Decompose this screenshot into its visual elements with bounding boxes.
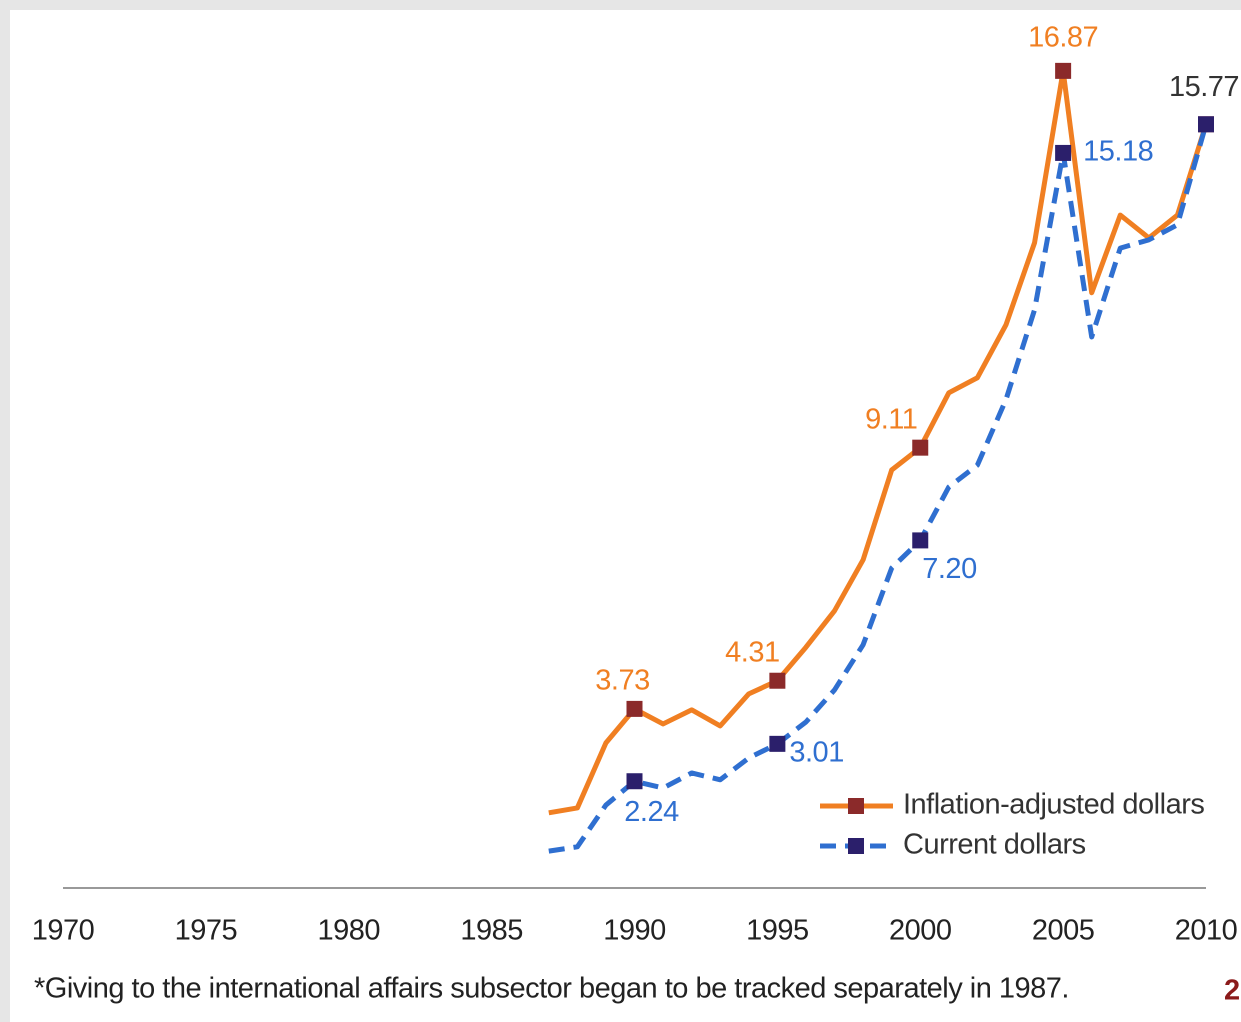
point-marker — [769, 735, 786, 752]
legend-label: Current dollars — [903, 829, 1086, 861]
x-tick-label: 1980 — [317, 915, 380, 947]
point-marker — [626, 700, 643, 717]
page-number: 2 — [1224, 975, 1240, 1007]
value-label: 15.77 — [1169, 71, 1239, 103]
value-label: 4.31 — [725, 636, 779, 668]
x-tick-label: 1970 — [32, 915, 95, 947]
point-marker — [1055, 62, 1072, 79]
point-marker — [912, 439, 929, 456]
footnote: *Giving to the international affairs sub… — [34, 973, 1069, 1005]
x-tick-label: 2000 — [889, 915, 952, 947]
point-marker — [1055, 144, 1072, 161]
legend-marker — [848, 798, 864, 814]
x-tick-label: 1995 — [746, 915, 809, 947]
point-marker — [912, 532, 929, 549]
value-label: 16.87 — [1028, 22, 1098, 54]
legend-label: Inflation-adjusted dollars — [903, 789, 1204, 821]
series-line — [548, 68, 1209, 816]
series-line — [548, 123, 1209, 854]
panel — [10, 10, 1241, 1022]
value-label: 7.20 — [922, 553, 976, 585]
point-marker — [626, 773, 643, 790]
value-label: 9.11 — [865, 403, 917, 435]
point-marker — [769, 672, 786, 689]
x-tick-label: 1990 — [603, 915, 666, 947]
value-label: 15.18 — [1083, 136, 1153, 168]
legend-marker — [848, 838, 864, 854]
point-marker — [1198, 116, 1214, 133]
x-tick-label: 2005 — [1032, 915, 1095, 947]
x-tick-label: 1985 — [460, 915, 523, 947]
x-tick-label: 2010 — [1175, 915, 1238, 947]
value-label: 3.73 — [595, 665, 649, 697]
x-tick-label: 1975 — [175, 915, 238, 947]
value-label: 2.24 — [624, 796, 679, 828]
value-label: 3.01 — [789, 737, 843, 769]
